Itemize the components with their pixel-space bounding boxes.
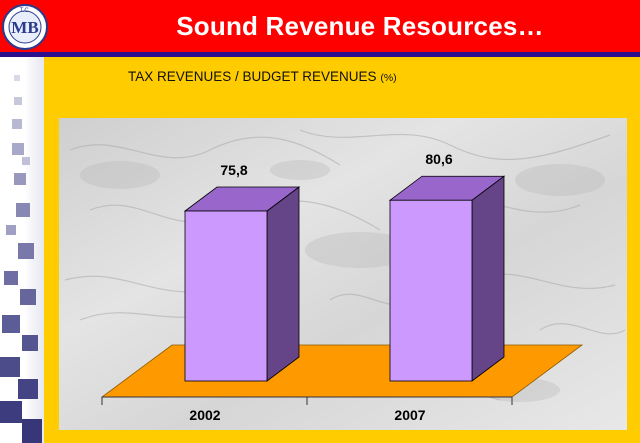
logo: T.C. MB bbox=[2, 4, 48, 50]
chart-title-text: TAX REVENUES / BUDGET REVENUES bbox=[128, 69, 377, 84]
chart-title: TAX REVENUES / BUDGET REVENUES (%) bbox=[128, 69, 397, 87]
x-tick-label: 2002 bbox=[189, 407, 220, 423]
header-bar bbox=[0, 0, 640, 52]
logo-letters: MB bbox=[11, 18, 38, 37]
page-title: Sound Revenue Resources… bbox=[176, 11, 544, 41]
marble-blotches bbox=[80, 160, 605, 402]
bar-side bbox=[471, 175, 505, 382]
labels-group: 75,8 2002 80,6 2007 bbox=[189, 151, 452, 423]
sidebar-decoration bbox=[0, 57, 44, 443]
bars-group bbox=[183, 175, 506, 382]
x-tick-label: 2007 bbox=[394, 407, 425, 423]
chart-floor bbox=[100, 344, 584, 398]
bar-front bbox=[389, 199, 473, 382]
header-rule bbox=[0, 52, 640, 57]
bar-2007 bbox=[388, 175, 506, 382]
data-label: 75,8 bbox=[220, 162, 247, 178]
data-label: 80,6 bbox=[425, 151, 452, 167]
bar-side bbox=[266, 186, 300, 382]
bar-front bbox=[184, 210, 268, 382]
bar-2002 bbox=[183, 186, 301, 382]
logo-top-text: T.C. bbox=[20, 8, 31, 14]
chart-title-unit: (%) bbox=[380, 72, 397, 84]
